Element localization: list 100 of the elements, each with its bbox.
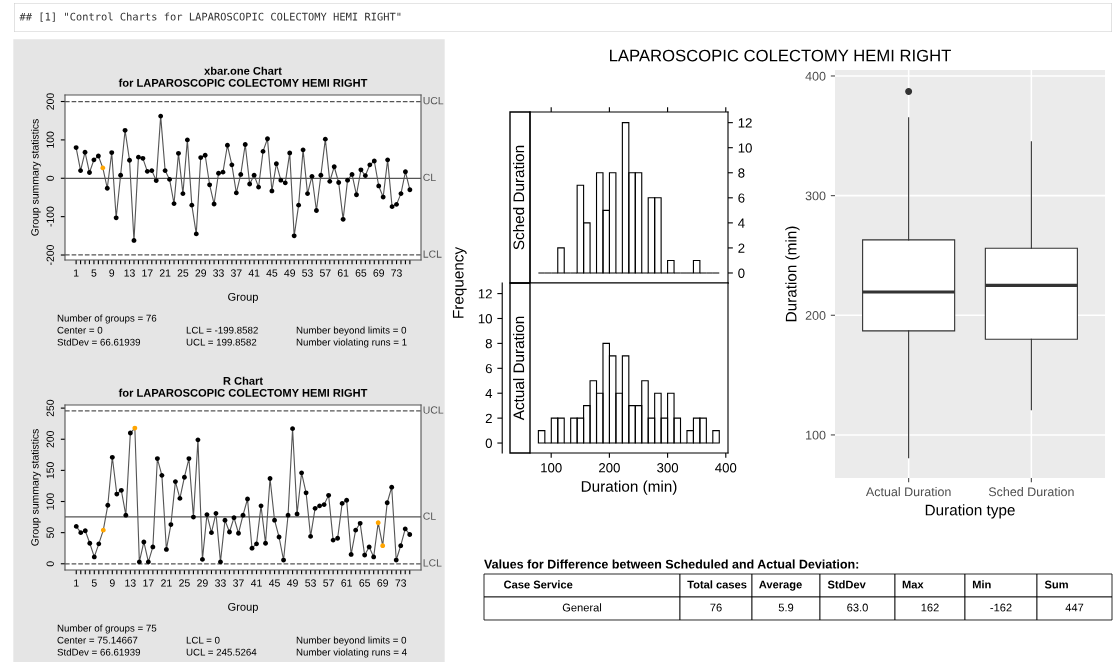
y-tick-label: 2 bbox=[485, 413, 492, 423]
text: 63.0 bbox=[847, 603, 868, 612]
x-tick-label: 17 bbox=[143, 579, 154, 587]
x-tick-label: 45 bbox=[266, 269, 278, 277]
y-axis-title: Group summary statistics bbox=[31, 119, 41, 236]
y-tick-label: 0 bbox=[738, 268, 745, 278]
x-tick-label: 49 bbox=[284, 269, 296, 277]
y-tick-label: 100 bbox=[806, 430, 826, 440]
y-tick-label: 10 bbox=[478, 314, 492, 324]
y-tick-label: 10 bbox=[738, 143, 752, 153]
category-label: Min bbox=[972, 580, 991, 589]
y-tick-label: 8 bbox=[485, 338, 492, 349]
x-tick-label: 25 bbox=[179, 579, 190, 587]
x-tick-label: 53 bbox=[302, 269, 313, 277]
y-tick-label: 250 bbox=[46, 399, 54, 417]
x-tick-label: 300 bbox=[657, 463, 679, 473]
category-label: Max bbox=[902, 580, 924, 589]
x-tick-label: 45 bbox=[268, 579, 280, 587]
y-tick-label: 6 bbox=[738, 193, 745, 203]
y-tick-label: 0 bbox=[485, 438, 492, 448]
ref-line-label: CL bbox=[423, 512, 436, 520]
text: 447 bbox=[1065, 603, 1084, 612]
text: Values for Difference between Scheduled and Actual Deviation: bbox=[484, 559, 859, 569]
text: UCL = 245.5264 bbox=[186, 648, 257, 656]
x-axis-title: Duration type bbox=[925, 504, 1015, 519]
text: Number of groups = 75 bbox=[57, 624, 157, 634]
text: Center = 75.14667 bbox=[57, 636, 138, 644]
x-tick-label: 73 bbox=[395, 579, 407, 587]
y-tick-label: 200 bbox=[46, 93, 54, 110]
x-axis-title: Group bbox=[228, 602, 258, 613]
x-tick-label: 49 bbox=[287, 579, 298, 587]
x-tick-label: 21 bbox=[159, 269, 171, 277]
x-tick-label: 33 bbox=[215, 579, 226, 587]
x-tick-label: 65 bbox=[355, 269, 367, 277]
ref-line-label: CL bbox=[423, 173, 436, 182]
x-tick-label: 1 bbox=[74, 269, 79, 277]
x-tick-label: 17 bbox=[142, 269, 153, 277]
x-tick-label: 33 bbox=[213, 269, 224, 277]
x-tick-label: 37 bbox=[230, 269, 242, 277]
x-tick-label: 61 bbox=[341, 579, 352, 587]
text: General bbox=[562, 603, 602, 612]
y-tick-label: 100 bbox=[46, 131, 54, 148]
y-tick-label: 400 bbox=[805, 71, 826, 81]
text: StdDev = 66.61939 bbox=[57, 338, 141, 346]
chart-title: xbar.one Chart for LAPAROSCOPIC COLECTOMY HEMI RIGHT bbox=[118, 66, 368, 87]
x-tick-label: 53 bbox=[305, 579, 316, 587]
text: Center = 0 bbox=[57, 326, 103, 334]
text: Number beyond limits = 0 bbox=[296, 326, 407, 336]
chart-title: R Chart for LAPAROSCOPIC COLECTOMY HEMI RIGHT bbox=[118, 376, 368, 397]
y-tick-label: 300 bbox=[805, 191, 826, 201]
text: 76 bbox=[710, 603, 722, 612]
x-axis-title: Duration (min) bbox=[581, 480, 677, 495]
x-tick-label: 400 bbox=[715, 463, 737, 473]
y-tick-label: -200 bbox=[46, 244, 54, 265]
text: -162 bbox=[990, 603, 1012, 612]
x-tick-label: 41 bbox=[250, 579, 262, 587]
category-label: Average bbox=[759, 580, 802, 591]
x-axis-title: Group bbox=[228, 292, 258, 303]
x-tick-label: 57 bbox=[323, 579, 334, 587]
x-tick-label: 69 bbox=[377, 579, 388, 587]
x-tick-label: 9 bbox=[109, 579, 115, 587]
text: Number beyond limits = 0 bbox=[296, 636, 407, 646]
text: 162 bbox=[921, 603, 939, 612]
y-axis-title: Group summary statistics bbox=[31, 429, 41, 546]
y-tick-label: 2 bbox=[738, 243, 745, 253]
text: 5.9 bbox=[778, 603, 794, 612]
text: Number of groups = 76 bbox=[57, 314, 157, 324]
category-label: Case Service bbox=[504, 580, 573, 589]
y-tick-label: 200 bbox=[805, 311, 826, 320]
y-tick-label: 8 bbox=[738, 168, 745, 178]
y-tick-label: 200 bbox=[46, 430, 54, 448]
y-tick-label: -100 bbox=[46, 206, 54, 227]
y-tick-label: 4 bbox=[738, 218, 745, 228]
x-tick-label: 13 bbox=[125, 579, 136, 587]
text: LCL = 0 bbox=[186, 636, 220, 644]
x-tick-label: 29 bbox=[195, 269, 207, 277]
text: ## [1] "Control Charts for LAPAROSCOPIC COLECTOMY HEMI RIGHT" bbox=[19, 12, 401, 22]
x-tick-label: 65 bbox=[359, 579, 371, 587]
x-tick-label: 200 bbox=[599, 463, 620, 473]
x-tick-label: 1 bbox=[74, 579, 79, 587]
y-tick-label: 4 bbox=[485, 388, 493, 398]
y-tick-label: 50 bbox=[46, 527, 54, 539]
ref-line-label: LCL bbox=[423, 250, 442, 258]
y-tick-label: 0 bbox=[46, 561, 54, 567]
category-label: Total cases bbox=[687, 580, 747, 589]
y-axis-title: Duration (min) bbox=[785, 226, 800, 322]
ref-line-label: UCL bbox=[423, 97, 444, 105]
x-tick-label: 37 bbox=[233, 579, 244, 587]
x-tick-label: 41 bbox=[248, 269, 260, 277]
x-tick-label: 61 bbox=[337, 269, 349, 277]
ref-line-label: UCL bbox=[423, 406, 444, 414]
text: Number violating runs = 4 bbox=[296, 648, 407, 658]
x-tick-label: 13 bbox=[124, 269, 135, 277]
x-tick-label: 57 bbox=[319, 269, 331, 277]
category-label: StdDev bbox=[827, 580, 866, 589]
y-tick-label: 6 bbox=[485, 363, 492, 374]
x-tick-label: 5 bbox=[91, 269, 97, 277]
x-tick-label: 25 bbox=[177, 269, 189, 277]
x-tick-label: 9 bbox=[109, 269, 115, 277]
text: LCL = -199.8582 bbox=[186, 326, 258, 334]
